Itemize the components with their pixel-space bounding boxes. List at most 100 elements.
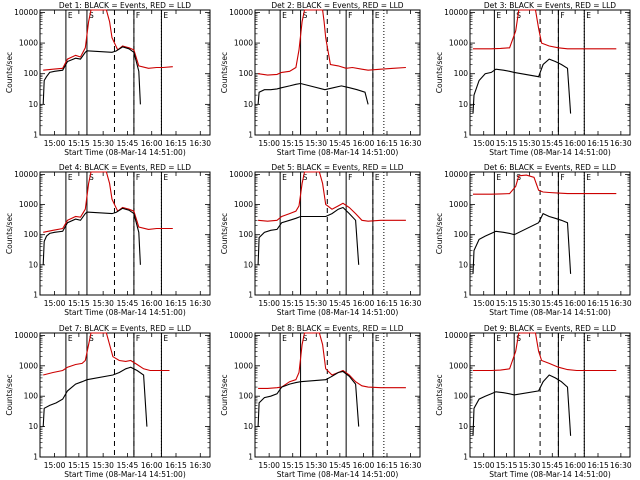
x-axis-title: Start Time (08-Mar-14 14:51:00) [64,470,186,479]
x-tick-label: 16:30 [400,299,422,308]
x-tick-label: 15:45 [329,461,351,470]
lld-series-line [473,332,617,372]
x-tick-label: 16:15 [376,139,398,148]
y-tick-label: 10 [458,100,468,109]
event-marker-label: F [560,334,564,343]
y-tick-label: 1000 [19,39,38,48]
event-marker-label: E [68,334,73,343]
chart-title: Det 9: BLACK = Events, RED = LLD [484,324,616,333]
x-tick-label: 15:00 [473,299,495,308]
x-tick-label: 15:00 [44,461,66,470]
x-tick-label: 16:15 [587,299,609,308]
y-tick-label: 1000 [449,39,468,48]
y-tick-label: 1 [463,453,468,462]
y-tick-label: 10000 [14,8,38,17]
plot-frame [254,171,421,296]
event-marker-label: F [560,11,564,20]
x-tick-label: 15:30 [305,139,327,148]
event-marker-label: S [303,11,308,20]
plot-frame [39,9,211,136]
x-axis-title: Start Time (08-Mar-14 14:51:00) [277,470,399,479]
event-marker-label: F [348,11,352,20]
event-marker-label: S [303,173,308,182]
x-tick-label: 16:00 [353,139,375,148]
panels-group: Det 1: BLACK = Events, RED = LLD 1 10 100 10… [5,1,632,479]
events-series-line [42,46,141,105]
y-tick-label: 1000 [449,200,468,209]
y-tick-label: 10 [458,422,468,431]
y-tick-label: 1000 [234,39,253,48]
x-tick-label: 15:15 [496,461,518,470]
y-tick-label: 10000 [229,8,253,17]
x-tick-label: 15:15 [496,299,518,308]
lld-series-line [43,332,170,376]
event-marker-label: F [136,173,140,182]
y-axis-title: Counts/sec [435,52,444,93]
chart-title: Det 6: BLACK = Events, RED = LLD [484,163,616,172]
y-tick-label: 1 [248,453,253,462]
x-axis-title: Start Time (08-Mar-14 14:51:00) [489,148,611,157]
plot-frame [469,332,631,458]
event-marker-label: E [375,334,380,343]
chart-title: Det 5: BLACK = Events, RED = LLD [271,163,403,172]
y-axis-title: Counts/sec [5,374,14,415]
chart-panel-5: Det 5: BLACK = Events, RED = LLD 1 10 100 10… [220,163,422,317]
event-marker-label: E [163,173,168,182]
x-tick-label: 16:30 [610,139,632,148]
x-tick-label: 16:00 [564,299,586,308]
x-axis-title: Start Time (08-Mar-14 14:51:00) [489,470,611,479]
y-tick-label: 10000 [14,170,38,179]
x-tick-label: 15:30 [92,139,114,148]
event-marker-label: E [375,173,380,182]
event-marker-label: S [516,334,521,343]
y-tick-label: 100 [239,230,254,239]
chart-panel-4: Det 4: BLACK = Events, RED = LLD 1 10 100 10… [5,163,211,317]
x-tick-label: 16:00 [353,299,375,308]
chart-title: Det 1: BLACK = Events, RED = LLD [59,1,191,10]
chart-panel-9: Det 9: BLACK = Events, RED = LLD 1 10 100 10… [435,324,632,479]
x-tick-label: 16:30 [610,461,632,470]
y-tick-label: 10 [28,260,38,269]
y-tick-label: 100 [239,69,254,78]
x-tick-label: 15:00 [258,461,280,470]
event-marker-label: S [89,173,94,182]
events-series-line [42,366,148,427]
x-axis-title: Start Time (08-Mar-14 14:51:00) [277,148,399,157]
lld-series-line [258,171,406,222]
x-tick-label: 16:00 [141,299,163,308]
chart-title: Det 8: BLACK = Events, RED = LLD [271,324,403,333]
x-tick-label: 15:45 [329,139,351,148]
x-tick-label: 15:45 [541,139,563,148]
x-tick-label: 16:00 [564,139,586,148]
events-series-line [257,370,360,427]
x-tick-label: 16:00 [141,461,163,470]
x-tick-label: 15:30 [92,299,114,308]
events-series-line [257,82,369,105]
x-tick-label: 16:30 [189,139,211,148]
event-marker-label: E [586,334,591,343]
event-marker-label: E [496,173,501,182]
y-axis-title: Counts/sec [5,52,14,93]
lld-series-line [43,9,173,71]
y-axis-title: Counts/sec [220,52,229,93]
plot-frame [39,171,211,296]
plot-frame [254,9,421,136]
y-tick-label: 10000 [444,331,468,340]
y-tick-label: 1000 [234,200,253,209]
plot-frame [469,171,631,296]
x-tick-label: 16:30 [400,461,422,470]
y-axis-title: Counts/sec [435,374,444,415]
event-marker-label: F [560,173,564,182]
x-tick-label: 15:30 [305,461,327,470]
y-tick-label: 1 [248,131,253,140]
y-tick-label: 10000 [229,331,253,340]
y-tick-label: 100 [454,392,469,401]
chart-panel-8: Det 8: BLACK = Events, RED = LLD 1 10 100 10… [220,324,422,479]
x-tick-label: 16:00 [564,461,586,470]
events-series-line [472,212,572,274]
lld-series-line [258,9,406,76]
events-series-line [257,206,360,265]
y-tick-label: 10 [243,100,253,109]
x-tick-label: 16:30 [189,461,211,470]
x-tick-label: 15:30 [519,299,541,308]
